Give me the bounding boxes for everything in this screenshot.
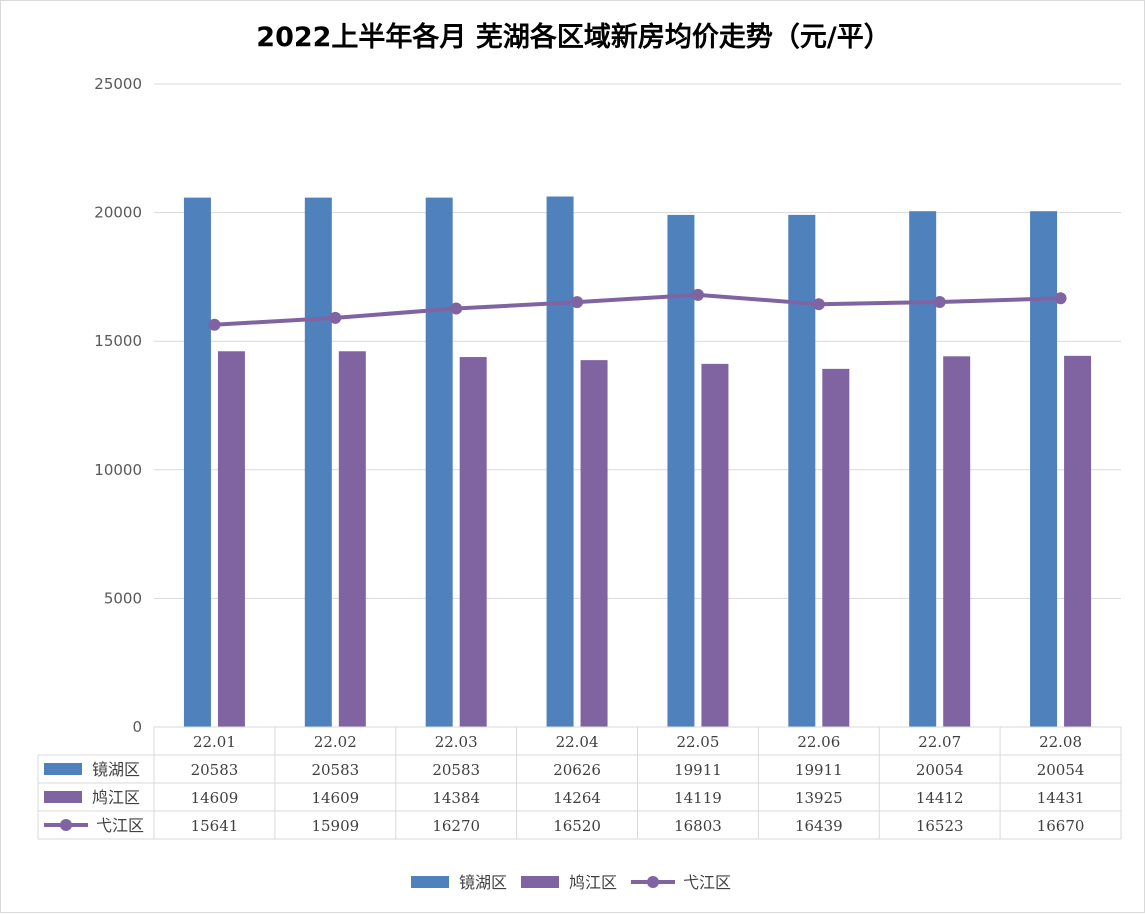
bar (338, 351, 366, 727)
y-tick-label: 20000 (94, 204, 142, 222)
table-cell-value: 20583 (191, 761, 239, 779)
x-tick-label: 22.06 (797, 733, 840, 751)
table-cell-value: 14264 (553, 789, 601, 807)
bar (304, 197, 332, 728)
line-point (691, 288, 704, 301)
table-cell-value: 16270 (432, 817, 480, 835)
table-cell-value: 16520 (553, 817, 601, 835)
table-row-label: 弋江区 (96, 816, 144, 835)
table-cell-value: 13925 (795, 789, 843, 807)
chart-title: 2022上半年各月 芜湖各区域新房均价走势（元/平） (256, 22, 891, 53)
x-tick-label: 22.05 (676, 733, 719, 751)
bar (183, 197, 211, 728)
y-tick-label: 15000 (94, 332, 142, 350)
table-cell-value: 14431 (1037, 789, 1085, 807)
table-cell-value: 20054 (1037, 761, 1085, 779)
table-row-label: 鸠江区 (92, 788, 140, 807)
table-cell-value: 15909 (311, 817, 359, 835)
legend-label: 弋江区 (683, 873, 731, 892)
legend-key (647, 876, 659, 888)
bar (943, 356, 971, 727)
x-tick-label: 22.07 (918, 733, 961, 751)
table-cell-value: 14119 (674, 789, 722, 807)
bar (217, 351, 245, 727)
line-point (1054, 292, 1067, 305)
table-cell-value: 15641 (191, 817, 239, 835)
table-cell-value: 14412 (916, 789, 964, 807)
table-cell-value: 14384 (432, 789, 480, 807)
x-tick-label: 22.02 (314, 733, 357, 751)
line-point (208, 318, 221, 331)
bar (546, 196, 574, 728)
bar (788, 214, 816, 727)
legend-key (44, 791, 82, 803)
table-cell-value: 16523 (916, 817, 964, 835)
table-cell-value: 19911 (795, 761, 843, 779)
bar (1030, 211, 1058, 727)
line-point (329, 311, 342, 324)
x-tick-label: 22.01 (193, 733, 236, 751)
table-cell-value: 19911 (674, 761, 722, 779)
bar (425, 197, 453, 728)
line-point (450, 302, 463, 315)
bar (909, 211, 937, 727)
bar (1064, 355, 1092, 727)
line-series (214, 292, 1061, 327)
bar (580, 360, 608, 727)
legend-label: 鸠江区 (569, 873, 617, 892)
y-tick-label: 5000 (104, 589, 142, 607)
bar (459, 357, 487, 727)
bar (822, 368, 850, 727)
table-cell-value: 14609 (311, 789, 359, 807)
x-tick-label: 22.04 (556, 733, 599, 751)
legend-key (60, 819, 72, 831)
table-row-label: 镜湖区 (92, 760, 140, 779)
x-tick-label: 22.03 (435, 733, 478, 751)
legend-key (44, 763, 82, 775)
x-tick-label: 22.08 (1039, 733, 1082, 751)
y-tick-label: 25000 (94, 75, 142, 93)
line-point (571, 296, 584, 309)
y-tick-label: 0 (132, 718, 142, 736)
table-cell-value: 20583 (432, 761, 480, 779)
bar (667, 214, 695, 727)
table-cell-value: 16670 (1037, 817, 1085, 835)
legend-key (521, 876, 559, 888)
table-cell-value: 20583 (311, 761, 359, 779)
table-cell-value: 20626 (553, 761, 601, 779)
bar (701, 363, 729, 727)
table-cell-value: 14609 (191, 789, 239, 807)
table-cell-value: 16803 (674, 817, 722, 835)
y-tick-label: 10000 (94, 461, 142, 479)
table-cell-value: 16439 (795, 817, 843, 835)
legend-label: 镜湖区 (459, 873, 507, 892)
line-point (812, 298, 825, 311)
table-cell-value: 20054 (916, 761, 964, 779)
line-point (933, 296, 946, 309)
legend-key (411, 876, 449, 888)
